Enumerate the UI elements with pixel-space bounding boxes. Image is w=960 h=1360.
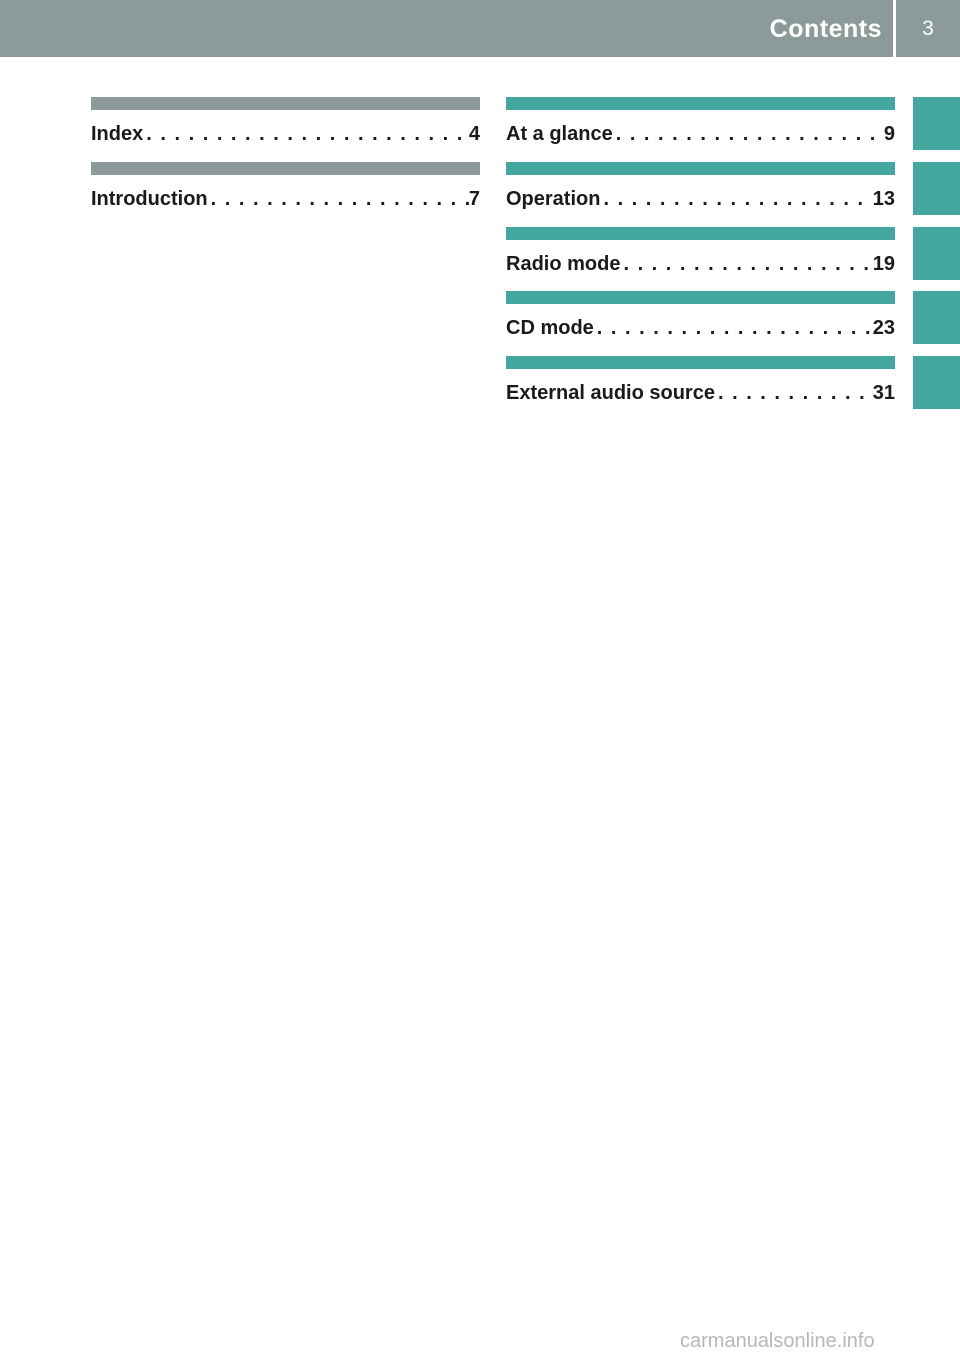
dot-leader	[208, 187, 469, 211]
entry-bar	[506, 356, 895, 369]
section-title: Contents	[769, 15, 882, 43]
dot-leader	[620, 252, 872, 276]
toc-entry-radio-mode[interactable]: Radio mode 19	[506, 227, 895, 279]
entry-bar	[506, 291, 895, 304]
header-bar: Contents 3	[0, 0, 960, 57]
toc-entry-operation[interactable]: Operation 13	[506, 162, 895, 214]
section-tab-2[interactable]	[913, 162, 960, 215]
toc-entry-external-audio-source[interactable]: External audio source 31	[506, 356, 895, 408]
header-divider	[893, 0, 896, 57]
entry-label: Radio mode	[506, 253, 621, 275]
toc-entry-index[interactable]: Index 4	[91, 97, 480, 149]
entry-line: Radio mode 19	[506, 252, 895, 276]
entry-bar	[506, 162, 895, 175]
dot-leader	[715, 381, 873, 405]
dot-leader	[143, 122, 469, 146]
entry-bar	[91, 162, 480, 175]
entry-bar	[506, 97, 895, 110]
entry-bar	[91, 97, 480, 110]
entry-page-number: 4	[468, 123, 480, 145]
entry-line: Introduction 7	[91, 187, 480, 211]
section-tab-3[interactable]	[913, 227, 960, 280]
entry-page-number: 19	[872, 253, 895, 275]
watermark-text: carmanualsonline.info	[680, 1330, 875, 1352]
entry-page-number: 13	[872, 188, 895, 210]
entry-line: External audio source 31	[506, 381, 895, 405]
section-tab-5[interactable]	[913, 356, 960, 409]
entry-line: CD mode 23	[506, 316, 895, 340]
entry-label: Index	[91, 123, 144, 145]
entry-bar	[506, 227, 895, 240]
toc-entry-introduction[interactable]: Introduction 7	[91, 162, 480, 214]
dot-leader	[600, 187, 872, 211]
entry-line: At a glance 9	[506, 122, 895, 146]
entry-page-number: 7	[468, 188, 480, 210]
entry-label: Operation	[506, 188, 601, 210]
section-tab-1[interactable]	[913, 97, 960, 150]
entry-label: Introduction	[91, 188, 208, 210]
entry-page-number: 23	[872, 317, 895, 339]
entry-line: Index 4	[91, 122, 480, 146]
section-tab-4[interactable]	[913, 291, 960, 344]
page-number: 3	[922, 17, 934, 40]
entry-page-number: 31	[872, 382, 895, 404]
dot-leader	[613, 122, 884, 146]
entry-line: Operation 13	[506, 187, 895, 211]
entry-label: CD mode	[506, 317, 594, 339]
entry-page-number: 9	[883, 123, 895, 145]
dot-leader	[594, 316, 873, 340]
toc-entry-cd-mode[interactable]: CD mode 23	[506, 291, 895, 343]
entry-label: External audio source	[506, 382, 715, 404]
toc-entry-at-a-glance[interactable]: At a glance 9	[506, 97, 895, 149]
entry-label: At a glance	[506, 123, 613, 145]
